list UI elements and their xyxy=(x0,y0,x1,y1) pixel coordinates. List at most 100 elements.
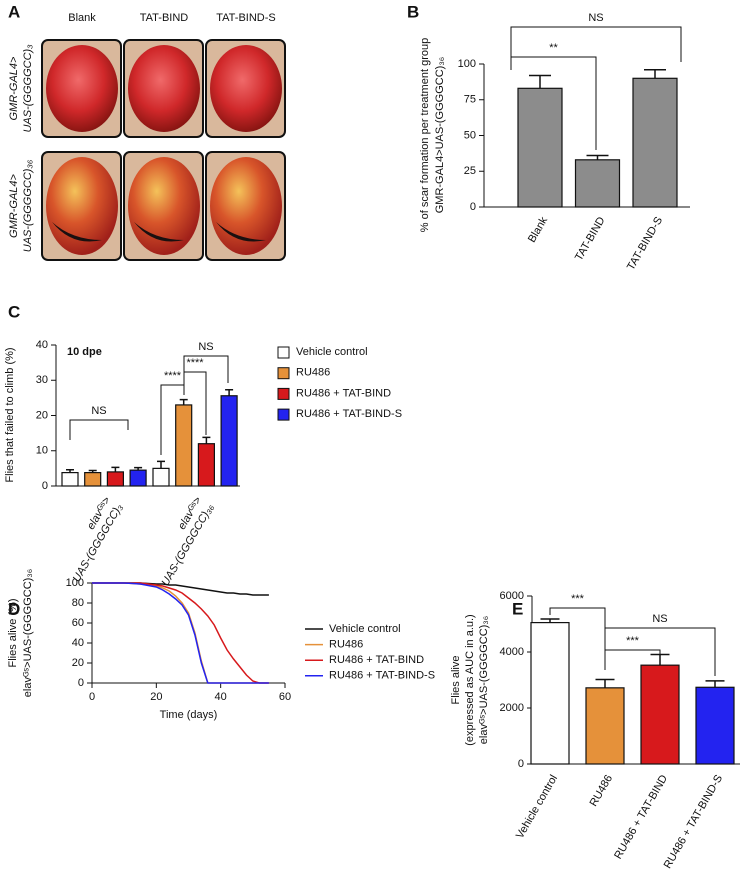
significance-label: *** xyxy=(626,635,640,647)
significance-label: NS xyxy=(91,405,106,417)
significance-label: ** xyxy=(549,42,558,54)
error-bar xyxy=(540,618,560,623)
bar xyxy=(517,87,563,208)
bar xyxy=(129,469,147,487)
legend-label: Vehicle control xyxy=(296,346,368,358)
y-tick-label: 50 xyxy=(464,129,476,141)
y-tick-label: 0 xyxy=(42,480,48,492)
legend-swatch xyxy=(277,367,290,380)
error-bar xyxy=(705,680,725,688)
row-label: UAS-(GGGGCC)₃ xyxy=(22,44,34,133)
y-axis-label: Flies alive xyxy=(450,656,462,705)
y-axis-label: elavᴳˢ>UAS-(GGGGCC)₃₆ xyxy=(478,616,490,744)
x-tick-label: 20 xyxy=(150,691,162,703)
legend-label: RU486 + TAT-BIND-S xyxy=(329,670,435,682)
x-tick-label: RU486 + TAT-BIND xyxy=(612,773,670,861)
legend-swatch xyxy=(277,408,290,421)
error-bar xyxy=(111,466,120,472)
scar xyxy=(52,222,102,242)
panel-letter: B xyxy=(407,2,419,21)
eye xyxy=(46,45,118,132)
significance-bracket xyxy=(604,627,716,676)
significance-label: NS xyxy=(588,12,603,24)
legend-label: RU486 xyxy=(329,639,363,651)
y-tick-label: 4000 xyxy=(500,646,524,658)
row-label: GMR-GAL4> xyxy=(8,56,20,120)
y-tick-label: 2000 xyxy=(500,702,524,714)
y-axis-label: Flies that failed to climb (%) xyxy=(4,347,16,482)
row-label: GMR-GAL4> xyxy=(8,173,20,237)
significance-label: NS xyxy=(198,341,213,353)
y-axis-label: (expressed as AUC in a.u.) xyxy=(464,614,476,745)
x-tick-label: Vehicle control xyxy=(514,773,560,841)
y-axis-label: elavᴳˢ>UAS-(GGGGCC)₃₆ xyxy=(22,569,34,697)
bar xyxy=(175,404,193,487)
bar xyxy=(695,686,735,765)
y-tick-label: 20 xyxy=(72,657,84,669)
y-axis-label: % of scar formation per treatment group xyxy=(419,38,431,232)
y-tick-label: 100 xyxy=(66,577,84,589)
survival-line xyxy=(92,582,269,684)
legend-label: RU486 + TAT-BIND xyxy=(329,654,424,666)
error-bar xyxy=(595,678,615,688)
bar xyxy=(574,159,621,208)
bar xyxy=(530,621,570,765)
y-tick-label: 60 xyxy=(72,617,84,629)
bar xyxy=(197,443,215,487)
eye xyxy=(128,157,200,255)
error-bar xyxy=(157,460,165,469)
error-bar xyxy=(529,74,551,89)
bar xyxy=(61,472,79,487)
scar xyxy=(134,222,184,242)
y-tick-label: 75 xyxy=(464,94,476,106)
x-tick-label: TAT-BIND xyxy=(573,215,608,263)
legend-label: Vehicle control xyxy=(329,623,401,635)
y-tick-label: 20 xyxy=(36,409,48,421)
eye xyxy=(128,45,200,132)
y-tick-label: 0 xyxy=(518,758,524,770)
error-bar xyxy=(644,68,666,79)
y-tick-label: 0 xyxy=(78,677,84,689)
significance-bracket xyxy=(604,649,661,665)
survival-line xyxy=(92,582,269,684)
significance-bracket xyxy=(510,26,682,70)
significance-bracket xyxy=(69,419,129,440)
y-tick-label: 100 xyxy=(458,58,476,70)
error-bar xyxy=(650,653,670,666)
error-bar xyxy=(202,436,211,444)
legend-swatch xyxy=(277,346,290,359)
significance-label: NS xyxy=(652,613,667,625)
legend-swatch xyxy=(277,387,290,400)
significance-label: **** xyxy=(186,357,204,369)
error-bar xyxy=(134,466,143,471)
column-header: TAT-BIND-S xyxy=(216,12,275,24)
y-axis-label: GMR-GAL4>UAS-(GGGGCC)₃₆ xyxy=(434,57,446,214)
legend-label: RU486 + TAT-BIND xyxy=(296,387,391,399)
eye xyxy=(46,157,118,255)
bar xyxy=(106,471,125,487)
eye xyxy=(210,157,282,255)
column-header: Blank xyxy=(68,12,96,24)
error-bar xyxy=(586,154,609,160)
error-bar xyxy=(225,389,234,396)
error-bar xyxy=(66,469,74,473)
y-tick-label: 6000 xyxy=(500,590,524,602)
error-bar xyxy=(179,398,188,405)
x-tick-label: Blank xyxy=(526,215,550,245)
x-tick-label: 60 xyxy=(279,691,291,703)
panel-letter: A xyxy=(8,2,20,21)
x-axis-label: Time (days) xyxy=(160,709,218,721)
column-header: TAT-BIND xyxy=(140,12,189,24)
x-tick-label: 40 xyxy=(215,691,227,703)
scar xyxy=(216,222,266,242)
survival-line xyxy=(92,582,269,684)
bar xyxy=(84,472,102,487)
y-tick-label: 80 xyxy=(72,597,84,609)
y-axis-label: Flies alive (%) xyxy=(7,598,19,667)
x-tick-label: TAT-BIND-S xyxy=(625,215,665,273)
bar xyxy=(640,664,680,765)
x-tick-label: 0 xyxy=(89,691,95,703)
significance-bracket xyxy=(183,371,207,435)
significance-label: *** xyxy=(571,593,585,605)
